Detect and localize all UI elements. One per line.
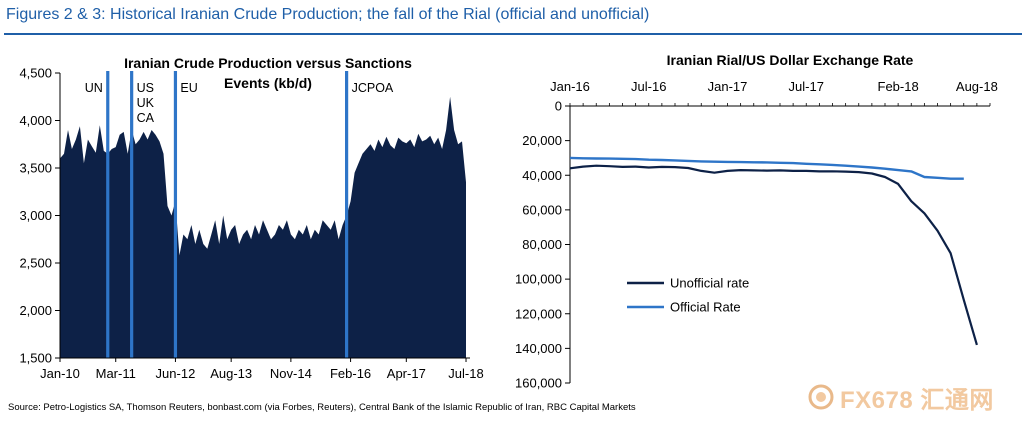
title-rule — [4, 33, 1022, 35]
y-tick-label: 1,500 — [19, 351, 52, 366]
event-line — [173, 71, 178, 358]
source-note: Source: Petro-Logistics SA, Thomson Reut… — [8, 402, 636, 413]
chart-title-line: Events (kb/d) — [224, 75, 312, 91]
event-line — [345, 71, 349, 358]
y-tick-label: 40,000 — [522, 168, 562, 183]
x-tick-label: Feb-16 — [330, 366, 371, 381]
x-tick-label: Jan-10 — [40, 366, 80, 381]
figure-title: Figures 2 & 3: Historical Iranian Crude … — [6, 6, 650, 23]
x-tick-label: Aug-18 — [956, 79, 998, 94]
y-tick-label: 4,500 — [19, 66, 52, 81]
y-tick-label: 80,000 — [522, 237, 562, 252]
y-tick-label: 160,000 — [515, 376, 562, 391]
x-tick-label: Jul-17 — [789, 79, 824, 94]
watermark-text: FX678 汇通网 — [840, 386, 994, 414]
x-tick-label: Jan-16 — [550, 79, 590, 94]
y-tick-label: 20,000 — [522, 133, 562, 148]
x-tick-label: Apr-17 — [387, 366, 426, 381]
y-tick-label: 140,000 — [515, 341, 562, 356]
y-tick-label: 3,500 — [19, 161, 52, 176]
production-area — [60, 96, 466, 359]
event-label: UN — [85, 81, 103, 95]
y-tick-label: 3,000 — [19, 208, 52, 223]
event-label: US UK CA — [137, 81, 155, 125]
y-tick-label: 0 — [555, 99, 562, 114]
y-tick-label: 120,000 — [515, 306, 562, 321]
exchange-rate-chart: Iranian Rial/US Dollar Exchange Rate 0 20,… — [515, 52, 998, 391]
event-label: JCPOA — [352, 81, 394, 95]
fx678-logo-icon — [808, 384, 834, 410]
y-tick-label: 60,000 — [522, 202, 562, 217]
legend-label: Official Rate — [670, 300, 741, 315]
production-chart: Iranian Crude Production versus Sanction… — [19, 55, 483, 381]
event-line — [106, 71, 110, 358]
chart-title: Iranian Rial/US Dollar Exchange Rate — [667, 52, 914, 68]
y-tick-label: 2,000 — [19, 303, 52, 318]
x-tick-label: Jul-18 — [448, 366, 483, 381]
event-label: EU — [180, 81, 197, 95]
x-tick-label: Jul-16 — [631, 79, 666, 94]
x-tick-label: Mar-11 — [96, 366, 136, 381]
legend-label: Unofficial rate — [670, 276, 749, 291]
event-line — [130, 71, 134, 358]
watermark: FX678 汇通网 — [808, 380, 994, 414]
x-tick-label: Jan-17 — [708, 79, 748, 94]
y-tick-label: 2,500 — [19, 256, 52, 271]
charts-canvas: Iranian Crude Production versus Sanction… — [19, 52, 998, 391]
y-tick-label: 100,000 — [515, 272, 562, 287]
unofficial-rate-line — [569, 164, 978, 346]
y-tick-label: 4,000 — [19, 113, 52, 128]
x-tick-label: Feb-18 — [878, 79, 919, 94]
chart-title-line: Iranian Crude Production versus Sanction… — [124, 55, 412, 71]
x-tick-label: Jun-12 — [156, 366, 196, 381]
official-rate-line — [569, 156, 964, 180]
x-tick-label: Nov-14 — [270, 366, 312, 381]
x-tick-label: Aug-13 — [210, 366, 252, 381]
